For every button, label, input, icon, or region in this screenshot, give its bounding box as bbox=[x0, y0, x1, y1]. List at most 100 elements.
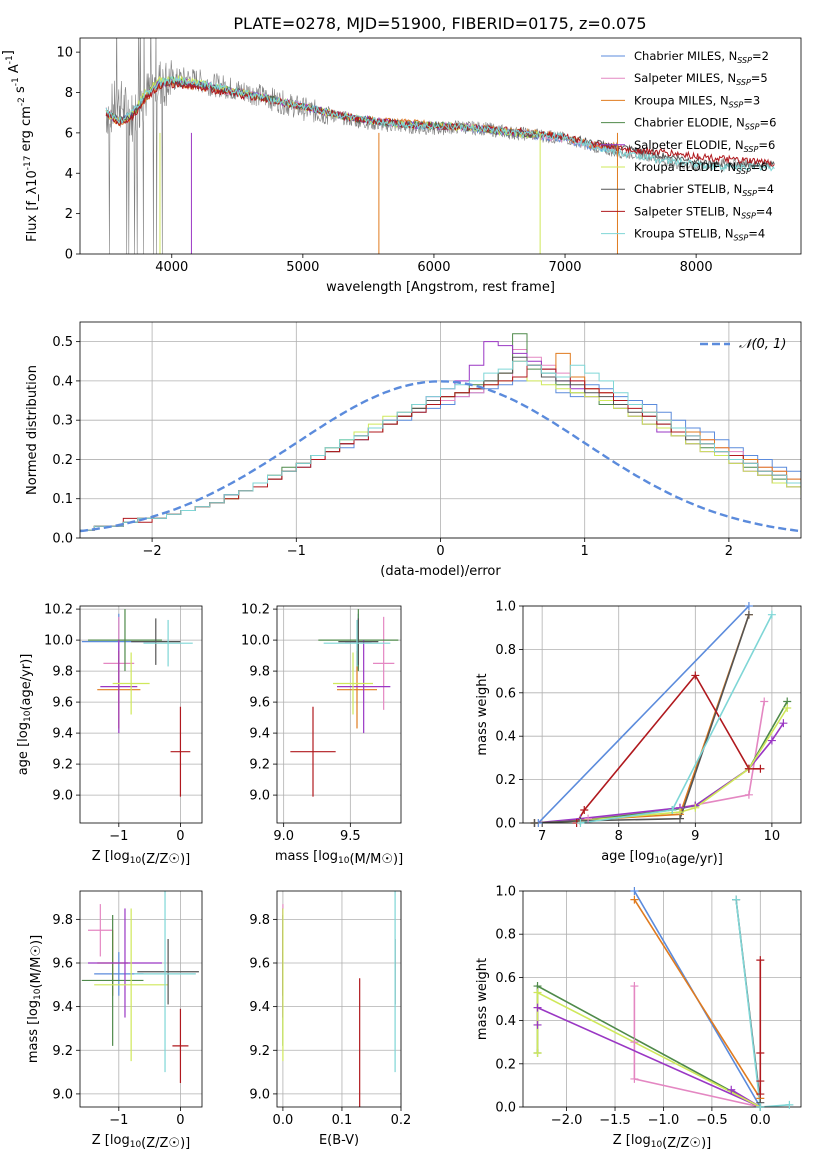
weight-line bbox=[575, 673, 761, 823]
x-tick-label: −1.5 bbox=[599, 1113, 631, 1128]
label-fragment: log bbox=[110, 849, 130, 864]
label-fragment: Z [ bbox=[613, 1133, 631, 1148]
y-tick-label: 6 bbox=[65, 126, 73, 141]
x-tick-label: 10 bbox=[764, 829, 781, 844]
x-tick-label: 8000 bbox=[680, 260, 713, 275]
plot-area-mass-vs-EBV bbox=[282, 891, 396, 1107]
y-tick-label: 9.2 bbox=[249, 1044, 270, 1059]
y-tick-label: 0.5 bbox=[52, 335, 73, 350]
y-axis-label: mass weight bbox=[475, 673, 490, 755]
y-tick-label: 0.6 bbox=[495, 686, 516, 701]
y-tick-label: 0.0 bbox=[52, 532, 73, 547]
label-fragment: log bbox=[110, 1133, 130, 1148]
label-fragment: s bbox=[13, 86, 28, 97]
histogram-kroupa-elodie bbox=[80, 376, 801, 531]
legend-label-part: =5 bbox=[751, 71, 768, 85]
plus-marker bbox=[576, 819, 585, 827]
y-tick-label: 9.0 bbox=[52, 789, 73, 804]
y-tick-label: 9.0 bbox=[249, 1087, 270, 1102]
y-axis-label: mass weight bbox=[475, 958, 490, 1040]
label-fragment: ] bbox=[1, 50, 16, 55]
y-tick-label: 9.2 bbox=[52, 1044, 73, 1059]
plus-marker bbox=[760, 697, 769, 706]
legend-label-part: SSP bbox=[742, 189, 757, 198]
y-tick-label: 0.8 bbox=[495, 643, 516, 658]
label-fragment: (age/yr)] bbox=[666, 852, 723, 867]
label-fragment: 10 bbox=[338, 856, 350, 866]
weight-line bbox=[534, 701, 788, 823]
label-fragment: age [ bbox=[601, 849, 634, 864]
y-tick-label: 10.0 bbox=[241, 634, 270, 649]
label-fragment: 10 bbox=[654, 856, 666, 866]
plus-marker bbox=[668, 805, 677, 814]
y-tick-label: 9.8 bbox=[52, 665, 73, 680]
label-fragment: E(B-V) bbox=[319, 1133, 359, 1148]
weight-line bbox=[534, 722, 785, 823]
x-axis-label: (data-model)/error bbox=[380, 564, 501, 579]
legend-label: Kroupa STELIB, NSSP=4 bbox=[634, 227, 765, 243]
plus-marker bbox=[630, 1074, 639, 1083]
label-fragment: mass [ bbox=[275, 849, 318, 864]
label-fragment: log bbox=[16, 722, 31, 742]
label-fragment: (age/yr)] bbox=[19, 654, 34, 711]
label-fragment: erg cm bbox=[19, 106, 34, 155]
x-axis-label: Z [log10(Z/Z☉)] bbox=[92, 849, 190, 867]
x-tick-label: 2 bbox=[725, 544, 733, 559]
y-tick-label: 9.4 bbox=[52, 1000, 73, 1015]
y-tick-label: 0.8 bbox=[495, 928, 516, 943]
label-fragment: (data-model)/error bbox=[380, 564, 501, 579]
y-tick-label: 1.0 bbox=[495, 600, 516, 615]
x-tick-label: 0.0 bbox=[273, 1113, 294, 1128]
legend-label-part: Kroupa STELIB, N bbox=[634, 227, 734, 241]
plus-marker bbox=[533, 1003, 542, 1012]
plus-marker bbox=[691, 671, 700, 680]
y-tick-label: 9.4 bbox=[52, 727, 73, 742]
legend-label-part: Salpeter ELODIE, N bbox=[634, 138, 744, 152]
plus-marker bbox=[675, 814, 684, 823]
legend-label-part: Chabrier STELIB, N bbox=[634, 182, 742, 196]
y-tick-label: 0.4 bbox=[52, 374, 73, 389]
legend-label-part: SSP bbox=[744, 145, 759, 154]
legend-label-part: =6 bbox=[751, 160, 768, 174]
label-fragment: Normed distribution bbox=[25, 365, 40, 495]
legend-label: Chabrier ELODIE, NSSP=6 bbox=[634, 116, 776, 132]
normal-curve bbox=[80, 380, 799, 533]
axes-frame bbox=[276, 890, 402, 1108]
y-tick-label: 9.8 bbox=[52, 913, 73, 928]
label-fragment: (M/M☉)] bbox=[349, 852, 403, 867]
label-fragment: -2 bbox=[17, 97, 27, 106]
x-tick-label: 0 bbox=[436, 544, 444, 559]
legend-label-part: =6 bbox=[758, 138, 775, 152]
axes-frame bbox=[79, 37, 802, 255]
y-tick-label: 9.0 bbox=[249, 789, 270, 804]
y-axis-label: Normed distribution bbox=[25, 365, 40, 495]
plus-marker bbox=[691, 803, 700, 812]
y-tick-label: 0.2 bbox=[495, 773, 516, 788]
x-tick-label: 0 bbox=[176, 1113, 184, 1128]
y-tick-label: 0.2 bbox=[495, 1057, 516, 1072]
label-fragment: -1 bbox=[11, 77, 21, 86]
label-fragment: 10 bbox=[23, 710, 33, 722]
plus-marker bbox=[756, 956, 765, 965]
legend-label-part: Chabrier ELODIE, N bbox=[634, 116, 745, 130]
plus-marker bbox=[533, 1049, 542, 1057]
model-line bbox=[105, 80, 775, 167]
label-fragment: log bbox=[635, 849, 655, 864]
weight-line bbox=[580, 614, 773, 823]
legend-label-part: SSP bbox=[729, 100, 744, 109]
y-axis-label: mass [log10(M/M☉)] bbox=[26, 935, 44, 1063]
x-tick-label: −0.5 bbox=[696, 1113, 728, 1128]
plot-area-weight-vs-age bbox=[534, 606, 788, 823]
x-tick-label: −1.0 bbox=[648, 1113, 680, 1128]
weight-line bbox=[735, 899, 790, 1107]
legend-label: Salpeter STELIB, NSSP=4 bbox=[634, 204, 773, 220]
y-tick-label: 9.2 bbox=[52, 758, 73, 773]
y-axis-label: age [log10(age/yr)] bbox=[16, 654, 34, 776]
axes-frame bbox=[522, 890, 802, 1108]
x-tick-label: 5000 bbox=[286, 260, 319, 275]
plus-marker bbox=[630, 982, 639, 991]
x-tick-label: 7 bbox=[538, 829, 546, 844]
y-tick-label: 4 bbox=[65, 167, 73, 182]
x-tick-label: 0.1 bbox=[332, 1113, 353, 1128]
